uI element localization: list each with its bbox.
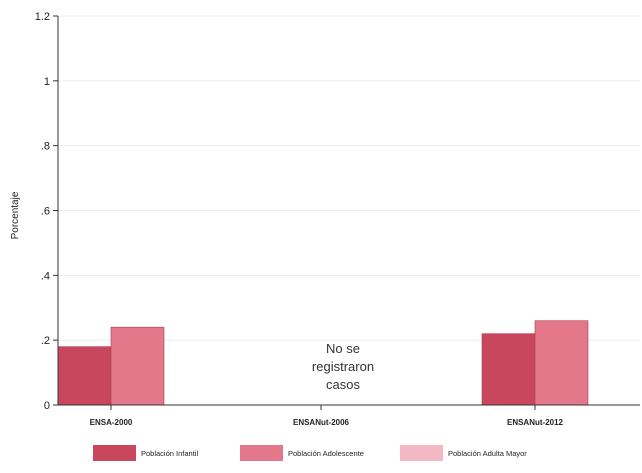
x-tick-label: ENSA-2000 — [90, 418, 133, 427]
bar — [110, 326, 165, 406]
legend-label: Población Adulta Mayor — [448, 449, 527, 458]
y-tick-label: .4 — [41, 270, 50, 282]
legend-label: Población Infantil — [141, 449, 198, 458]
bars — [57, 320, 589, 406]
gridlines — [58, 15, 640, 341]
annotation-line: registraron — [312, 359, 374, 374]
bar — [57, 346, 112, 406]
x-tick-label: ENSANut-2006 — [293, 418, 350, 427]
legend-swatch — [400, 445, 443, 461]
annotation-line: casos — [326, 377, 360, 392]
bar — [534, 320, 589, 406]
legend-swatch — [93, 445, 136, 461]
y-tick-label: .8 — [41, 141, 50, 153]
y-tick-label: 1.2 — [35, 11, 50, 23]
y-axis-ticks: 0 .2 .4 .6 .8 1 1.2 — [35, 11, 58, 412]
y-axis-label: Porcentaje — [10, 191, 21, 239]
legend-swatch — [240, 445, 283, 461]
x-axis-ticks: ENSA-2000 ENSANut-2006 ENSANut-2012 — [90, 405, 564, 427]
legend: Población Infantil Población Adolescente P… — [93, 445, 527, 461]
y-tick-label: .2 — [41, 335, 50, 347]
y-tick-label: 0 — [44, 400, 50, 412]
legend-label: Población Adolescente — [288, 449, 364, 458]
bar — [481, 333, 536, 406]
x-tick-label: ENSANut-2012 — [507, 418, 564, 427]
no-cases-annotation: No se registraron casos — [312, 341, 374, 392]
annotation-line: No se — [326, 341, 360, 356]
y-tick-label: 1 — [44, 76, 50, 88]
y-tick-label: .6 — [41, 206, 50, 218]
